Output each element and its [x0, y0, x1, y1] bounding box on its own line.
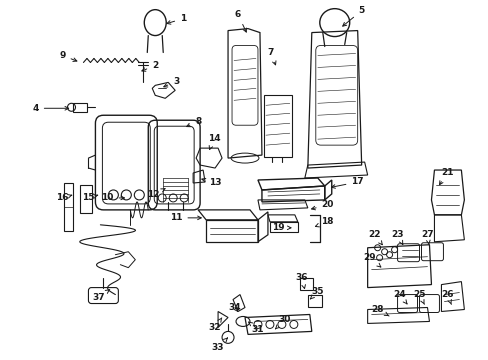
- Text: 13: 13: [202, 179, 221, 188]
- Text: 22: 22: [367, 230, 382, 245]
- Text: 27: 27: [420, 230, 433, 245]
- Text: 5: 5: [342, 6, 364, 26]
- Text: 16: 16: [56, 193, 72, 202]
- Text: 21: 21: [439, 167, 453, 185]
- Text: 4: 4: [32, 104, 68, 113]
- Text: 35: 35: [310, 287, 324, 299]
- Text: 8: 8: [186, 117, 201, 127]
- Bar: [81, 185, 92, 213]
- Text: 15: 15: [82, 193, 98, 202]
- Text: 2: 2: [142, 61, 158, 71]
- Text: 20: 20: [311, 201, 333, 210]
- Text: 9: 9: [59, 51, 77, 62]
- Text: 12: 12: [147, 189, 164, 199]
- Text: 10: 10: [101, 193, 124, 202]
- Text: 25: 25: [412, 290, 425, 304]
- Text: 34: 34: [228, 303, 241, 312]
- Bar: [63, 183, 73, 231]
- Text: 29: 29: [363, 253, 380, 267]
- Text: 18: 18: [315, 217, 333, 227]
- Bar: [264, 95, 291, 157]
- Text: 3: 3: [163, 77, 179, 87]
- Text: 7: 7: [267, 48, 275, 65]
- Text: 32: 32: [208, 318, 222, 332]
- Text: 17: 17: [331, 177, 363, 188]
- Text: 28: 28: [370, 305, 388, 316]
- Text: 30: 30: [275, 315, 290, 329]
- Text: 23: 23: [390, 230, 403, 245]
- Text: 6: 6: [234, 10, 246, 32]
- Text: 36: 36: [295, 273, 307, 288]
- Bar: [299, 278, 312, 289]
- Bar: [73, 103, 87, 112]
- Bar: [307, 294, 321, 306]
- Text: 1: 1: [166, 14, 186, 24]
- Text: 19: 19: [271, 223, 290, 232]
- Text: 31: 31: [248, 322, 264, 334]
- Text: 26: 26: [440, 290, 453, 305]
- Text: 24: 24: [392, 290, 407, 304]
- Text: 37: 37: [92, 289, 110, 302]
- Text: 11: 11: [170, 213, 201, 222]
- Text: 14: 14: [207, 134, 220, 149]
- Text: 33: 33: [211, 338, 227, 352]
